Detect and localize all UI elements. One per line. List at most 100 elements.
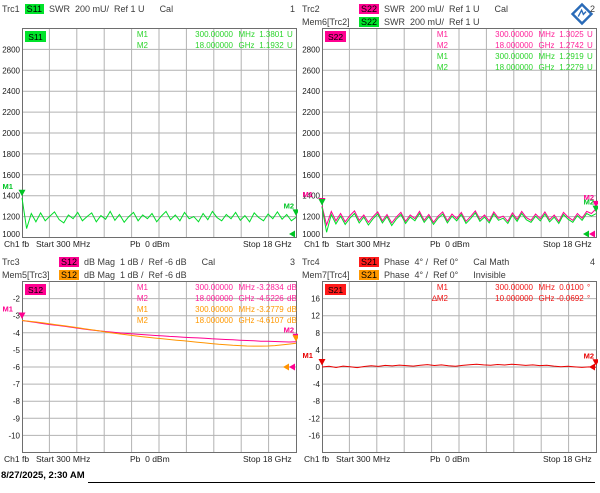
marker-arrow-icon[interactable] xyxy=(592,359,599,366)
y-tick-label: 12 xyxy=(311,312,320,321)
marker-arrow-icon[interactable] xyxy=(292,209,299,216)
marker-label: M2 xyxy=(584,193,594,202)
y-tick-label: 2600 xyxy=(2,66,20,75)
plot-sparam-chip[interactable] xyxy=(25,31,46,42)
sparam-chip[interactable]: S22 xyxy=(359,3,380,14)
marker-label: M2 xyxy=(584,351,594,360)
cal-status: Cal xyxy=(159,3,174,14)
cal-status: Cal Math xyxy=(473,256,510,267)
y-tick-label: -2 xyxy=(13,295,21,304)
trace-Trc4-S21[interactable] xyxy=(321,363,597,369)
marker-readout-text: 18.000000 xyxy=(195,294,233,303)
marker-readout-text: M2 xyxy=(137,294,149,303)
marker-readout-text: GHz xyxy=(239,41,255,50)
plot-sparam-chip[interactable] xyxy=(325,31,346,42)
x-axis-footer: Ch1 fb Start 300 MHz Pb 0 dBm Stop 18 GH… xyxy=(302,453,600,466)
plot-area-s21[interactable]: 16 12 8 4 0 -4 -8 -12 -16 M1 M2 S21 M1 300.00000 MHz 0.… xyxy=(302,281,598,453)
marker-arrow-icon[interactable] xyxy=(292,335,299,342)
cal-status: Cal xyxy=(494,3,509,14)
marker-readout-text: 300.00000 xyxy=(195,305,233,314)
marker-readout-text: dB xyxy=(287,283,297,292)
trace-Mem6-S22[interactable] xyxy=(321,206,597,233)
plot-area-s12[interactable]: -2 -3 -4 -5 -6 -7 -8 -9 -10 M1 M2 S12 M1 300.00000 MHz… xyxy=(2,281,298,453)
trace-Mem5-S12[interactable] xyxy=(21,320,297,347)
marker-readout-text: U xyxy=(587,52,593,61)
marker-arrow-icon[interactable] xyxy=(592,205,599,213)
plot-sparam-chip[interactable] xyxy=(325,284,346,295)
plot-border xyxy=(322,28,597,238)
marker-arrow-icon[interactable] xyxy=(18,189,26,197)
memory-trace-header-row[interactable]: Mem6[Trc2] S22 SWR 200 mU/ Ref 1 U xyxy=(302,15,600,28)
reference-level-arrow-icon[interactable] xyxy=(289,230,295,238)
trace-number: 4 xyxy=(589,256,595,267)
sparam-chip[interactable]: S21 xyxy=(359,256,380,267)
marker-readout-text: 300.00000 xyxy=(495,283,533,292)
y-tick-label: 2400 xyxy=(2,87,20,96)
trace-header-block: Trc1 S11 SWR 200 mU/ Ref 1 U Cal 1 xyxy=(2,2,300,28)
marker-readout-text: -4.6107 xyxy=(257,316,285,325)
plot-area-s11[interactable]: 2800 2600 2400 2200 2000 1800 1600 1400 1200 1000… xyxy=(2,28,298,238)
sparam-chip[interactable]: S21 xyxy=(359,269,380,280)
marker-readout-text: 0.0100 xyxy=(559,283,584,292)
trace3-header-row[interactable]: Trc3 S12 dB Mag 1 dB / Ref -6 dB Cal 3 xyxy=(2,255,300,268)
trace-number: 2 xyxy=(589,3,595,14)
memory-trace-header-row[interactable]: Mem7[Trc4] S21 Phase 4° / Ref 0° Invisib… xyxy=(302,268,600,281)
marker-readout-text: MHz xyxy=(239,30,255,39)
trace-format: dB Mag 1 dB / Ref -6 dB xyxy=(84,256,187,267)
y-tick-label: 1000 xyxy=(302,230,320,238)
trace-Trc1-S11[interactable] xyxy=(21,197,297,229)
reference-level-arrow-icon[interactable] xyxy=(283,363,289,371)
marker-readout-text: M1 xyxy=(137,283,149,292)
y-tick-label: 2400 xyxy=(302,87,320,96)
marker-readout-text: 300.00000 xyxy=(495,30,533,39)
marker-arrow-icon[interactable] xyxy=(318,198,326,206)
trace-name[interactable]: Trc3 xyxy=(2,256,20,267)
marker-arrow-icon[interactable] xyxy=(318,358,326,366)
marker-label: M1 xyxy=(303,190,313,199)
y-tick-label: -4 xyxy=(313,380,321,389)
marker-readout-text: GHz xyxy=(539,41,555,50)
port-power: Pb 0 dBm xyxy=(430,454,470,464)
plot-sparam-chip[interactable] xyxy=(25,284,46,295)
sparam-chip[interactable]: S12 xyxy=(59,269,80,280)
trace2-header-row[interactable]: Trc2 S22 SWR 200 mU/ Ref 1 U Cal 2 xyxy=(302,2,600,15)
marker-readout-text: -3.2779 xyxy=(257,305,285,314)
reference-level-arrow-icon[interactable] xyxy=(589,230,595,238)
y-tick-label: 1200 xyxy=(302,213,320,222)
marker-readout-text: 18.000000 xyxy=(195,41,233,50)
marker-readout-text: 300.00000 xyxy=(495,52,533,61)
sparam-chip[interactable]: S12 xyxy=(59,256,80,267)
reference-level-arrow-icon[interactable] xyxy=(589,363,595,371)
sparam-chip[interactable]: S11 xyxy=(24,3,45,14)
trace-header-block: Trc3 S12 dB Mag 1 dB / Ref -6 dB Cal 3 M… xyxy=(2,255,300,281)
trace-name[interactable]: Trc2 xyxy=(302,3,320,14)
y-tick-label: 1400 xyxy=(302,192,320,201)
marker-readout-text: GHz xyxy=(239,316,255,325)
marker-readout-text: M1 xyxy=(437,52,449,61)
y-tick-label: 1400 xyxy=(2,192,20,201)
marker-readout-text: MHz xyxy=(539,30,555,39)
cal-status: Cal xyxy=(201,256,216,267)
trace-name[interactable]: Trc1 xyxy=(2,3,20,14)
y-tick-label: -3 xyxy=(13,312,21,321)
port-power: Pb 0 dBm xyxy=(130,239,170,249)
marker-label: M2 xyxy=(284,326,294,335)
trace4-header-row[interactable]: Trc4 S21 Phase 4° / Ref 0° Cal Math 4 xyxy=(302,255,600,268)
reference-level-arrow-icon[interactable] xyxy=(289,363,295,371)
start-frequency: Start 300 MHz xyxy=(36,454,91,464)
trace-Trc2-S22[interactable] xyxy=(321,205,597,227)
y-tick-label: -12 xyxy=(308,414,320,423)
memory-trace-name[interactable]: Mem5[Trc3] xyxy=(2,269,50,280)
marker-arrow-icon[interactable] xyxy=(18,312,26,319)
memory-trace-name[interactable]: Mem7[Trc4] xyxy=(302,269,350,280)
trace-name[interactable]: Trc4 xyxy=(302,256,320,267)
plot-border xyxy=(22,28,297,238)
memory-trace-name[interactable]: Mem6[Trc2] xyxy=(302,16,350,27)
memory-trace-header-row[interactable]: Mem5[Trc3] S12 dB Mag 1 dB / Ref -6 dB xyxy=(2,268,300,281)
sparam-chip[interactable]: S22 xyxy=(359,16,380,27)
reference-level-arrow-icon[interactable] xyxy=(583,230,589,238)
trace1-header-row[interactable]: Trc1 S11 SWR 200 mU/ Ref 1 U Cal 1 xyxy=(2,2,300,15)
plot-area-s22[interactable]: 2800 2600 2400 2200 2000 1800 1600 1400 1200 1000… xyxy=(302,28,598,238)
channel-label: Ch1 fb xyxy=(304,239,330,249)
